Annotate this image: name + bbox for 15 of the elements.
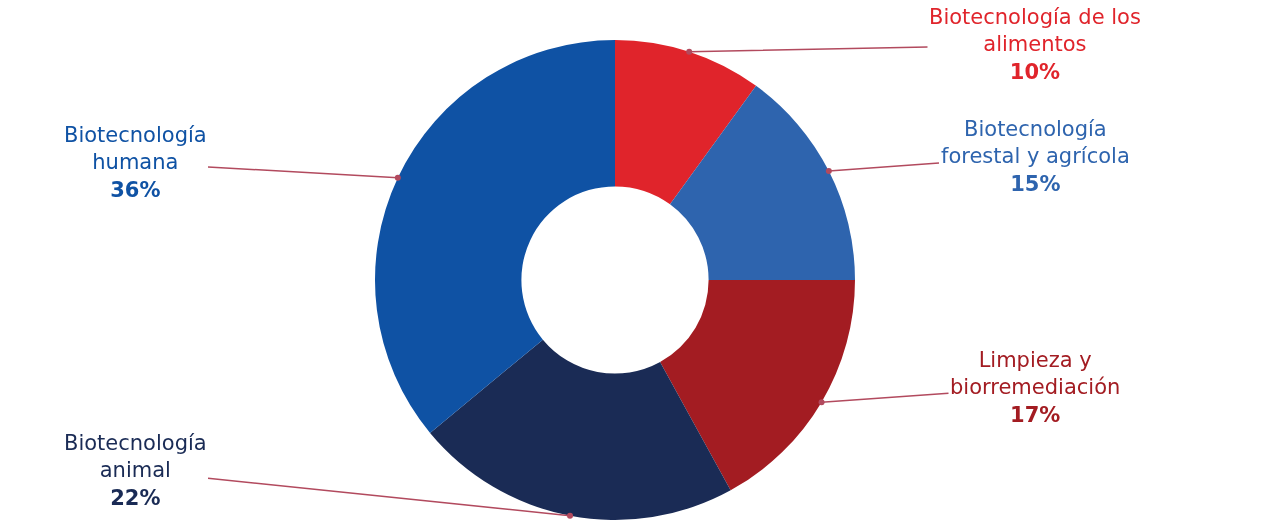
slice-label: Biotecnología animal (64, 431, 207, 483)
data-label: 22% (110, 485, 161, 510)
slice-label: Biotecnología forestal y agrícola (941, 117, 1130, 169)
data-label: 15% (1010, 171, 1061, 196)
data-label: 10% (1009, 59, 1061, 84)
slice-label: Biotecnología humana (64, 123, 207, 175)
donut-slice (375, 40, 615, 433)
slice-label: Biotecnología de los alimentos (929, 5, 1141, 57)
donut-slice (660, 280, 855, 491)
data-label: 36% (110, 177, 161, 202)
donut-slice (670, 85, 855, 280)
slice-label: Limpieza y biorremediación (950, 348, 1121, 400)
donut-slice (430, 339, 731, 520)
donut-slice (615, 40, 757, 205)
data-label: 17% (1010, 402, 1061, 427)
